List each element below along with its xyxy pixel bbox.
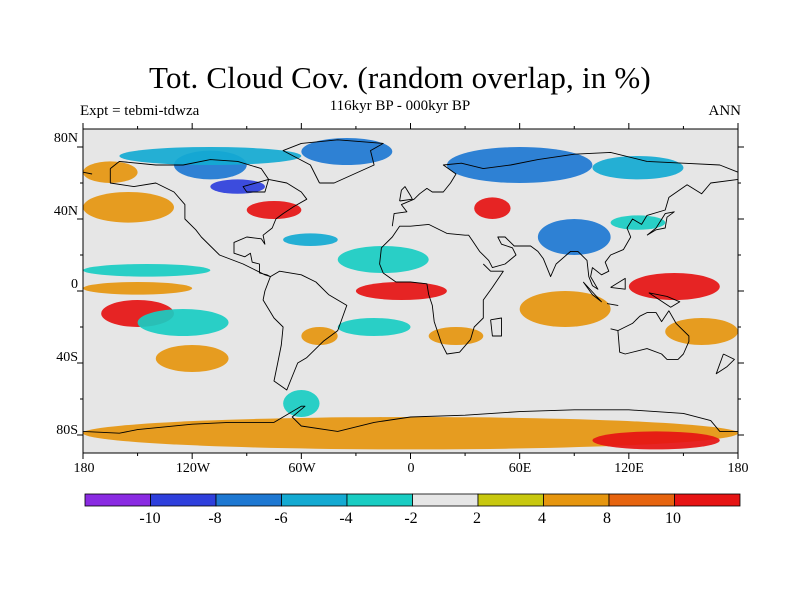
coastline <box>109 159 348 391</box>
anomaly-region <box>283 390 320 417</box>
plot-title: Tot. Cloud Cov. (random overlap, in %) <box>149 60 651 95</box>
coastline <box>490 317 502 337</box>
anomaly-region <box>83 417 738 450</box>
anomaly-region <box>592 431 720 450</box>
x-tick-label: 60E <box>508 461 532 476</box>
coastline <box>391 151 739 227</box>
anomaly-region <box>137 309 229 336</box>
coastline <box>282 139 384 184</box>
colorbar-box <box>608 493 675 507</box>
coastline <box>82 171 93 175</box>
coastline <box>610 277 626 290</box>
x-tick-label: 120E <box>614 461 644 476</box>
colorbar-label: -6 <box>274 510 288 527</box>
coastline <box>648 292 681 308</box>
colorbar-box <box>281 493 348 507</box>
y-tick-label: 80S <box>56 423 78 438</box>
anomaly-region <box>246 201 302 219</box>
colorbar-box <box>543 493 610 507</box>
anomaly-region <box>83 192 174 223</box>
anomaly-region <box>537 219 611 255</box>
anomaly-region <box>337 318 411 336</box>
colorbar-label: -2 <box>404 510 418 527</box>
coastline <box>646 211 675 236</box>
anomaly-region <box>119 147 302 165</box>
plot-subtitle: 116kyr BP - 000kyr BP <box>329 98 471 114</box>
anomaly-region <box>628 273 720 300</box>
anomaly-region <box>283 233 338 246</box>
coastline <box>715 353 735 375</box>
colorbar-label: 2 <box>473 510 481 527</box>
coastline <box>610 310 690 360</box>
colorbar-box <box>84 493 151 507</box>
colorbar-label: -10 <box>139 510 161 527</box>
anomaly-region <box>155 345 229 372</box>
colorbar-label: 10 <box>665 510 681 527</box>
anomaly-region <box>446 147 593 183</box>
y-tick-label: 40N <box>53 204 78 219</box>
colorbar-box <box>674 493 741 507</box>
coastline <box>379 178 739 355</box>
x-tick-label: 180 <box>727 461 749 476</box>
colorbar-label: -4 <box>339 510 353 527</box>
anomaly-region <box>474 197 511 219</box>
x-tick-label: 180 <box>73 461 95 476</box>
colorbar-label: 8 <box>603 510 611 527</box>
anomaly-region <box>83 282 193 295</box>
colorbar-box <box>477 493 544 507</box>
colorbar-box <box>150 493 217 507</box>
colorbar-box <box>412 493 479 507</box>
coastline <box>582 281 602 303</box>
anomaly-region <box>83 264 211 277</box>
experiment-label: Expt = tebmi-tdwza <box>80 103 200 119</box>
y-tick-label: 40S <box>56 350 78 365</box>
anomaly-region <box>301 327 338 345</box>
anomaly-region <box>337 246 429 273</box>
colorbar-box <box>215 493 282 507</box>
x-tick-label: 60W <box>288 461 316 476</box>
x-tick-label: 120W <box>175 461 211 476</box>
anomaly-region <box>355 282 447 300</box>
y-tick-label: 80N <box>53 131 78 146</box>
anomaly-region <box>665 318 738 345</box>
coastline <box>606 303 619 306</box>
colorbar-label: -8 <box>208 510 222 527</box>
season-label: ANN <box>708 103 742 119</box>
anomaly-region <box>210 179 265 194</box>
anomaly-region <box>519 291 611 327</box>
colorbar-label: 4 <box>538 510 546 527</box>
colorbar-box <box>346 493 413 507</box>
coastline <box>399 186 413 202</box>
y-tick-label: 0 <box>71 277 78 292</box>
x-tick-label: 0 <box>407 461 415 476</box>
coastline <box>82 405 738 434</box>
anomaly-region <box>301 138 393 165</box>
